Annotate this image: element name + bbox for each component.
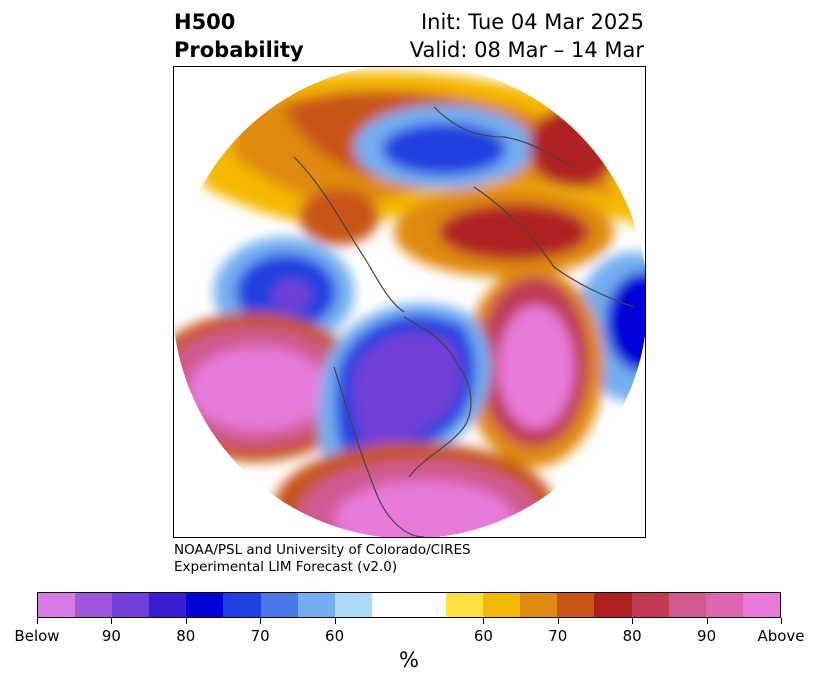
- colorbar-tick-label: 70: [548, 627, 568, 645]
- colorbar-tick-label: 80: [176, 627, 196, 645]
- colorbar-swatch: [38, 593, 76, 617]
- colorbar-swatch: [668, 593, 706, 617]
- colorbar-tick-label: Above: [757, 627, 805, 645]
- title-right: Init: Tue 04 Mar 2025 Valid: 08 Mar – 14…: [410, 8, 644, 64]
- colorbar-swatch: [557, 593, 595, 617]
- colorbar-swatch: [297, 593, 335, 617]
- colorbar-swatch: [408, 593, 447, 617]
- colorbar: [37, 592, 781, 618]
- colorbar-tick: [781, 618, 782, 624]
- colorbar-tick-label: Below: [14, 627, 60, 645]
- colorbar-swatch: [112, 593, 150, 617]
- title-variable: H500: [174, 10, 236, 34]
- colorbar-swatch: [149, 593, 187, 617]
- colorbar-swatch: [186, 593, 224, 617]
- colorbar-swatch: [75, 593, 113, 617]
- colorbar-swatch: [742, 593, 780, 617]
- colorbar-swatch: [334, 593, 372, 617]
- polar-map: [173, 66, 646, 538]
- colorbar-tick-label: 60: [473, 627, 493, 645]
- colorbar-tick-label: 80: [622, 627, 642, 645]
- colorbar-tick-label: 60: [325, 627, 345, 645]
- colorbar-tick: [632, 618, 634, 624]
- credit-line2: Experimental LIM Forecast (v2.0): [174, 559, 398, 575]
- colorbar-tick-label: 90: [697, 627, 717, 645]
- credit-line1: NOAA/PSL and University of Colorado/CIRE…: [174, 542, 471, 558]
- title-init: Init: Tue 04 Mar 2025: [420, 10, 644, 34]
- colorbar-tick-label: 90: [101, 627, 121, 645]
- title-left: H500 Probability: [174, 8, 304, 64]
- colorbar-swatch: [260, 593, 298, 617]
- title-metric: Probability: [174, 38, 304, 62]
- colorbar-tick: [111, 618, 113, 624]
- colorbar-tick: [557, 618, 559, 624]
- colorbar-swatch: [483, 593, 521, 617]
- colorbar-tick: [185, 618, 187, 624]
- colorbar-swatch: [520, 593, 558, 617]
- colorbar-swatch: [594, 593, 632, 617]
- colorbar-swatch: [705, 593, 743, 617]
- colorbar-swatch: [223, 593, 261, 617]
- colorbar-tick: [37, 618, 38, 624]
- colorbar-unit: %: [399, 648, 419, 672]
- colorbar-swatch: [446, 593, 484, 617]
- colorbar-tick: [706, 618, 708, 624]
- colorbar-tick: [483, 618, 485, 624]
- colorbar-swatch: [371, 593, 409, 617]
- colorbar-swatch: [631, 593, 669, 617]
- probability-map-svg: [174, 67, 645, 537]
- colorbar-tick: [260, 618, 262, 624]
- title-valid: Valid: 08 Mar – 14 Mar: [409, 38, 644, 62]
- credit: NOAA/PSL and University of Colorado/CIRE…: [174, 542, 471, 576]
- colorbar-tick-label: 70: [250, 627, 270, 645]
- colorbar-tick: [334, 618, 336, 624]
- coastlines: [293, 106, 635, 537]
